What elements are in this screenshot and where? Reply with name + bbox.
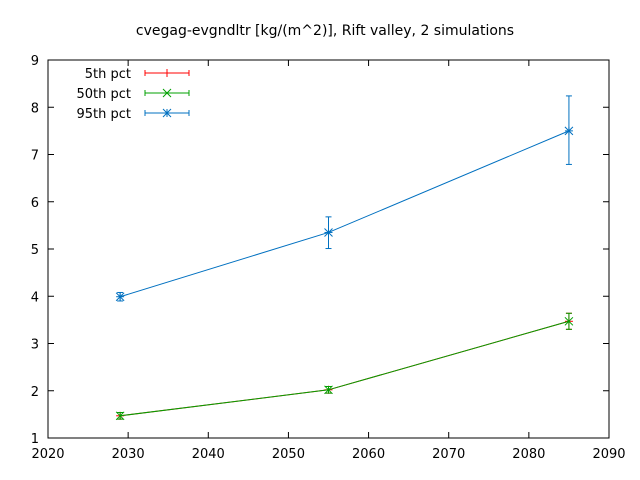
y-tick-label: 2 <box>31 385 39 400</box>
y-tick-label: 5 <box>31 243 39 258</box>
series-layer <box>115 95 574 421</box>
legend-label: 50th pct <box>76 87 131 102</box>
y-tick-label: 7 <box>31 149 39 164</box>
legend-marker <box>162 108 172 118</box>
legend-label: 5th pct <box>85 67 131 82</box>
marker-stroke <box>324 228 333 237</box>
data-point <box>324 228 333 237</box>
marker-stroke <box>115 411 125 421</box>
marker-stroke <box>324 385 333 395</box>
legend-marker <box>162 88 172 98</box>
x-tick-label: 2020 <box>31 447 64 462</box>
series-line <box>120 320 570 417</box>
series-0 <box>116 312 573 420</box>
x-tick-label: 2060 <box>352 447 385 462</box>
x-tick-label: 2050 <box>272 447 305 462</box>
data-point <box>324 385 333 395</box>
x-tick-label: 2030 <box>112 447 145 462</box>
y-axis: 1 2 3 4 5 6 7 8 9 <box>31 54 609 447</box>
data-point <box>115 292 125 302</box>
marker-stroke <box>564 316 574 326</box>
x-tick-label: 2080 <box>512 447 545 462</box>
data-point <box>564 126 574 136</box>
y-tick-label: 4 <box>31 290 39 305</box>
series-line <box>119 130 570 298</box>
marker-stroke <box>162 108 172 118</box>
legend: 5th pct 50th pct 95th pct <box>76 67 190 122</box>
y-tick-label: 1 <box>31 432 39 447</box>
y-tick-label: 3 <box>31 338 39 353</box>
x-tick-label: 2070 <box>432 447 465 462</box>
marker-stroke <box>162 88 172 98</box>
legend-label: 95th pct <box>76 107 131 122</box>
x-tick-label: 2040 <box>192 447 225 462</box>
series-1 <box>115 312 574 421</box>
series-2 <box>115 95 574 302</box>
y-tick-label: 6 <box>31 196 39 211</box>
chart-title: cvegag-evgndltr [kg/(m^2)], Rift valley,… <box>136 23 514 39</box>
x-tick-label: 2090 <box>592 447 625 462</box>
y-tick-label: 9 <box>31 54 39 69</box>
marker-stroke <box>115 292 125 302</box>
x-axis: 2020 2030 2040 2050 2060 2070 2080 2090 <box>31 60 626 462</box>
series-line <box>120 320 570 417</box>
y-tick-label: 8 <box>31 101 39 116</box>
data-point <box>115 411 125 421</box>
data-point <box>564 316 574 326</box>
legend-marker <box>163 69 171 77</box>
marker-stroke <box>564 126 574 136</box>
